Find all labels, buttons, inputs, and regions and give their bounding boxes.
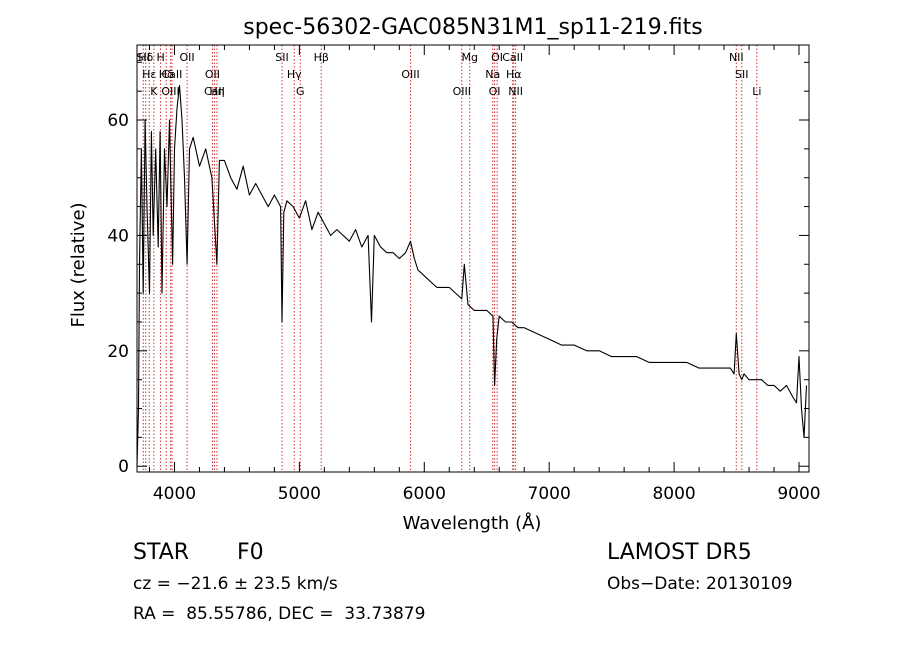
plot-frame <box>136 44 810 473</box>
spectral-line-label: Na <box>485 68 500 81</box>
spectral-line-label: CaII <box>502 51 523 64</box>
spectral-line-label: SII <box>137 51 150 64</box>
spectral-line-label: OIII <box>401 68 419 81</box>
spectral-line-label: Hδ <box>159 68 174 81</box>
spectral-line-label: Hδ <box>138 51 153 64</box>
x-tick-label: 4000 <box>153 484 196 504</box>
y-tick-label: 60 <box>107 111 129 131</box>
spectral-line-label: Hγ <box>287 68 302 81</box>
spectral-line-label: Hε <box>142 68 156 81</box>
x-tick-label: 6000 <box>403 484 446 504</box>
x-tick-label: 7000 <box>528 484 571 504</box>
spectral-line-label: CaII <box>204 85 225 98</box>
spectral-line-label: Hη <box>209 85 224 98</box>
spectral-line-label: Mg <box>462 51 478 64</box>
spectral-line-label: OII <box>205 68 220 81</box>
x-axis-label: Wavelength (Å) <box>403 512 542 534</box>
object-subclass: F0 <box>237 540 264 565</box>
x-tick-label: 8000 <box>652 484 695 504</box>
spectral-line-label: Hβ <box>314 51 329 64</box>
spectral-line-label: OIII <box>161 85 179 98</box>
chart-title: spec-56302-GAC085N31M1_sp11-219.fits <box>243 15 703 40</box>
spectral-line-label: CaII <box>162 68 183 81</box>
spectral-line-label: Hα <box>506 68 522 81</box>
spectral-line-label: SII <box>735 68 748 81</box>
coordinates: RA = 85.55786, DEC = 33.73879 <box>133 604 426 624</box>
spectral-line-label: OI <box>489 85 501 98</box>
spectral-line-label: Li <box>752 85 761 98</box>
spectral-line-label: SII <box>275 51 288 64</box>
y-tick-label: 40 <box>107 226 129 246</box>
y-axis-label: Flux (relative) <box>68 202 89 327</box>
spectral-line-label: K <box>150 85 158 98</box>
y-tick-label: 20 <box>107 342 129 362</box>
x-tick-label: 5000 <box>278 484 321 504</box>
spectral-line-label: G <box>296 85 305 98</box>
spectral-line-label: H <box>156 51 164 64</box>
x-tick-label: 9000 <box>777 484 820 504</box>
spectral-line-label: OII <box>180 51 195 64</box>
spectral-line-label: OI <box>491 51 503 64</box>
y-tick-label: 0 <box>118 457 129 477</box>
observation-date: Obs−Date: 20130109 <box>607 574 793 594</box>
object-class: STAR <box>133 540 190 565</box>
data-release: LAMOST DR5 <box>607 540 752 565</box>
spectral-line-label: NII <box>729 51 744 64</box>
spectral-line-label: OIII <box>453 85 471 98</box>
spectral-line-label: NII <box>508 85 523 98</box>
spectrum-line <box>136 84 808 467</box>
redshift-velocity: cz = −21.6 ± 23.5 km/s <box>133 574 338 594</box>
